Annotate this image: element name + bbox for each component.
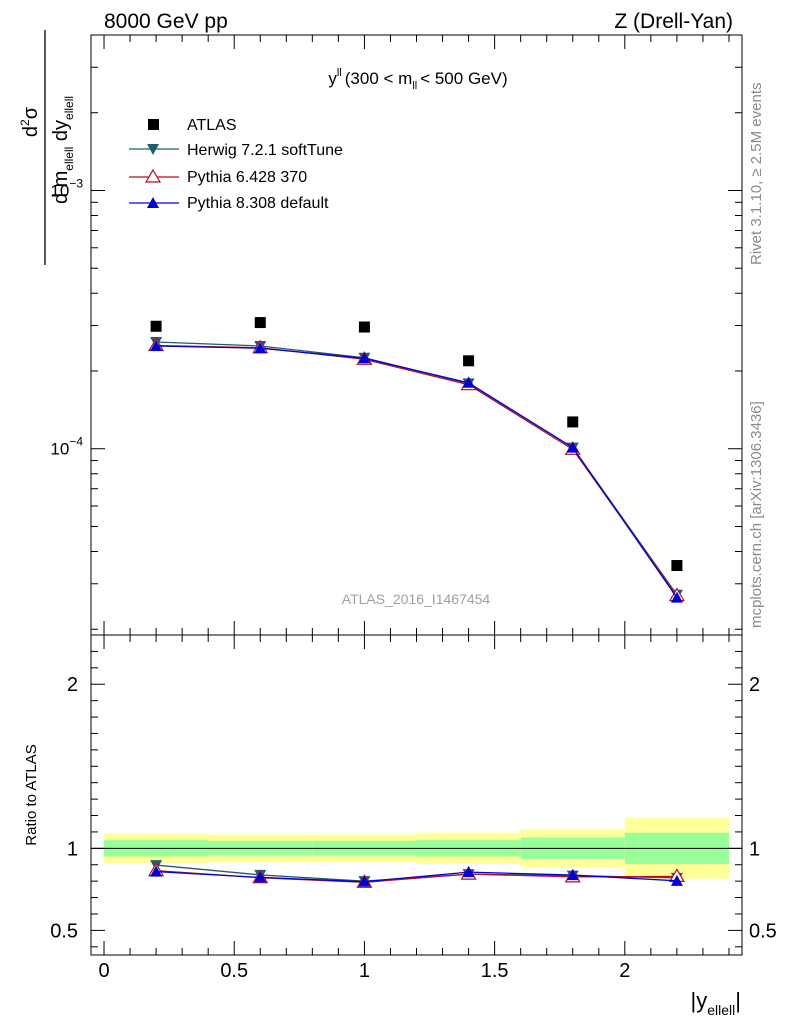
series-pythia-8-308-default <box>150 339 683 603</box>
xlabel-end: | <box>735 988 741 1013</box>
ratio-ytick-label-right: 0.5 <box>749 920 777 942</box>
header-right: Z (Drell-Yan) <box>614 10 733 33</box>
xlabel-sub: ellell <box>707 1002 735 1018</box>
mcplots-label: mcplots.cern.ch [arXiv:1306.3436] <box>748 401 765 628</box>
main-x-ticks <box>103 35 730 635</box>
ratio-xtick-label: 0 <box>98 960 109 982</box>
ratio-ytick-labels: 0.5 0.5 1 1 2 2 <box>50 674 777 942</box>
plot-title: yll (300 < mll < 500 GeV) <box>328 67 507 92</box>
series-line-herwig-7-2-1-softtune <box>156 341 678 596</box>
ratio-xtick-label: 0.5 <box>220 960 248 982</box>
series-pythia-6-428-370 <box>148 337 685 602</box>
data-point <box>566 441 579 453</box>
ratio-point <box>358 875 371 887</box>
main-series <box>148 317 685 603</box>
ratio-series <box>148 860 685 888</box>
ratio-ytick-label: 2 <box>67 674 78 696</box>
ratio-point <box>670 874 683 886</box>
data-point <box>254 342 267 354</box>
header-left: 8000 GeV pp <box>104 10 228 33</box>
legend-marker-atlas <box>148 119 159 130</box>
data-point <box>671 560 683 572</box>
rivet-version-label: Rivet 3.1.10, ≥ 2.5M events <box>748 83 765 266</box>
legend-entry-herwig: Herwig 7.2.1 softTune <box>129 142 343 159</box>
ratio-ylabel: Ratio to ATLAS <box>23 744 40 845</box>
ratio-xlabel: |yellell| <box>691 988 741 1018</box>
legend-label-pythia8: Pythia 8.308 default <box>187 195 329 212</box>
analysis-watermark: ATLAS_2016_I1467454 <box>342 591 491 607</box>
legend-entry-pythia8: Pythia 8.308 default <box>129 195 329 212</box>
ylabel-numerator: d2σ <box>18 106 42 137</box>
series-line-pythia-6-428-370 <box>156 344 678 596</box>
data-point <box>150 320 162 332</box>
plot-title-sup: ll <box>337 67 342 79</box>
ylabel-denominator: d mellell dyellell <box>50 96 76 204</box>
plot-title-range-a: (300 < m <box>345 69 413 88</box>
data-point <box>254 317 266 329</box>
legend-entry-pythia6: Pythia 6.428 370 <box>129 168 307 186</box>
plot-title-var: y <box>328 69 337 88</box>
legend-marker-pythia6 <box>144 168 162 183</box>
ratio-ytick-label: 0.5 <box>50 920 78 942</box>
data-point <box>358 321 370 333</box>
legend-label-herwig: Herwig 7.2.1 softTune <box>187 142 343 159</box>
legend-marker-herwig <box>147 144 159 155</box>
ratio-ticks <box>91 635 742 955</box>
xlabel-main: |y <box>691 988 708 1013</box>
ratio-frame <box>90 634 743 956</box>
ratio-point <box>566 869 579 881</box>
main-panel: 10−310−4 yll (300 < mll < 500 GeV) ATLAS_2… <box>50 34 743 636</box>
ratio-xtick-label: 1 <box>359 960 370 982</box>
legend-marker-pythia8 <box>147 197 159 208</box>
data-point <box>670 591 683 603</box>
ratio-point <box>150 865 163 877</box>
ratio-xtick-label: 1.5 <box>481 960 509 982</box>
main-major-ticks <box>91 189 742 450</box>
ratio-line-pythia-8-308-default <box>156 870 677 883</box>
ratio-ytick-label: 1 <box>67 838 78 860</box>
main-ytick-label: 10−4 <box>50 435 83 459</box>
legend-entry-atlas: ATLAS <box>148 117 237 134</box>
legend-label-pythia6: Pythia 6.428 370 <box>187 169 307 186</box>
ratio-series-pythia-8-308-default <box>150 865 683 887</box>
ratio-point <box>462 866 475 878</box>
ratio-ytick-label-right: 2 <box>749 674 760 696</box>
main-ytick-labels: 10−3 10−4 <box>50 176 83 458</box>
main-ytick-label: 10−3 <box>50 176 83 200</box>
series-atlas <box>150 317 683 572</box>
plot-title-range-sub: ll <box>412 80 417 92</box>
data-point <box>462 376 475 388</box>
ratio-ytick-label-right: 1 <box>749 838 760 860</box>
series-line-pythia-8-308-default <box>156 345 678 599</box>
data-point <box>567 416 579 428</box>
ratio-panel: 0.5 0.5 1 1 2 2 0 0.5 1 1.5 2 <box>50 634 777 982</box>
data-point <box>358 352 371 364</box>
plot-title-range-b: < 500 GeV) <box>420 69 507 88</box>
legend-label-atlas: ATLAS <box>187 117 237 134</box>
legend: ATLAS Herwig 7.2.1 softTune Pythia 6.428… <box>129 117 343 212</box>
main-minor-ticks <box>91 34 742 630</box>
data-point <box>150 339 163 351</box>
ratio-point <box>254 871 267 883</box>
ratio-xtick-labels: 0 0.5 1 1.5 2 <box>98 960 630 982</box>
series-herwig-7-2-1-softtune <box>150 337 683 601</box>
main-ylabel: d2σ d mellell dyellell [pb/GeV] <box>18 30 76 265</box>
ratio-xtick-label: 2 <box>619 960 630 982</box>
data-point <box>463 355 475 367</box>
